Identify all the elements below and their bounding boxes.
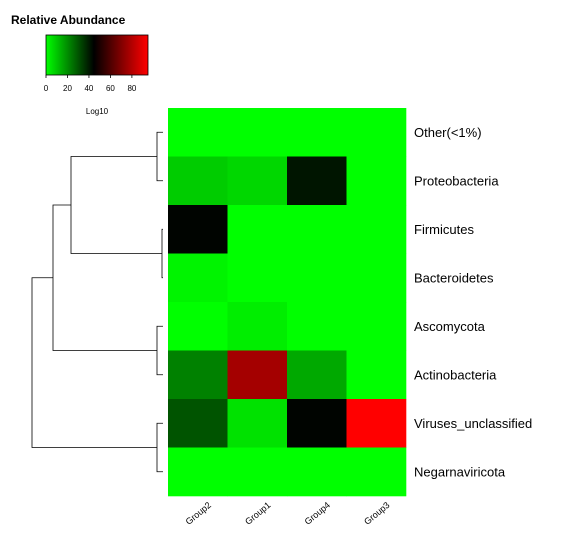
heatmap-cell xyxy=(287,447,347,497)
dendrogram-branch xyxy=(31,277,157,448)
row-label: Proteobacteria xyxy=(414,173,499,188)
legend-tick-label: 40 xyxy=(84,84,93,93)
heatmap-cell xyxy=(227,253,288,303)
column-label: Group3 xyxy=(362,500,391,527)
row-label: Viruses_unclassified xyxy=(414,416,532,431)
row-label: Other(<1%) xyxy=(414,125,482,140)
legend-title: Relative Abundance xyxy=(11,13,126,27)
legend-tick-label: 80 xyxy=(127,84,136,93)
heatmap-cell xyxy=(346,108,407,157)
heatmap-cell xyxy=(227,108,288,157)
heatmap-cell xyxy=(287,156,347,206)
heatmap-cell xyxy=(168,350,228,400)
column-label: Group4 xyxy=(303,500,332,527)
heatmap-cell xyxy=(287,253,347,303)
column-label: Group2 xyxy=(184,500,213,527)
dendrogram-branch xyxy=(52,204,157,351)
heatmap-cell xyxy=(346,447,407,497)
heatmap-cell xyxy=(168,108,228,157)
legend-tick-label: 20 xyxy=(63,84,72,93)
row-label: Ascomycota xyxy=(414,319,486,334)
legend-colorbar xyxy=(45,34,149,76)
dendrogram-branch xyxy=(70,156,162,254)
row-dendrogram xyxy=(31,131,163,473)
heatmap-cell xyxy=(346,302,407,351)
heatmap-cell xyxy=(168,302,228,351)
heatmap-cell xyxy=(346,156,407,206)
heatmap-cell xyxy=(346,253,407,303)
heatmap-cell xyxy=(287,350,347,400)
heatmap-cell xyxy=(287,205,347,254)
dendrogram-branch xyxy=(156,325,163,376)
heatmap-cell xyxy=(346,205,407,254)
heatmap-cell xyxy=(168,253,228,303)
heatmap-cell xyxy=(168,156,228,206)
heatmap-cell xyxy=(287,108,347,157)
heatmap-cells xyxy=(168,108,407,497)
heatmap-cell xyxy=(287,399,347,448)
row-label: Actinobacteria xyxy=(414,367,497,382)
heatmap-cell xyxy=(287,302,347,351)
heatmap-cell xyxy=(227,447,288,497)
heatmap-cell xyxy=(346,350,407,400)
legend-axis-label: Log10 xyxy=(86,107,109,116)
column-label: Group1 xyxy=(243,500,272,527)
dendrogram-branch xyxy=(156,131,163,182)
dendrogram-branch xyxy=(156,422,163,473)
legend-tick-label: 60 xyxy=(106,84,115,93)
heatmap-cell xyxy=(168,399,228,448)
heatmap-cell xyxy=(227,156,288,206)
heatmap-cell xyxy=(227,350,288,400)
heatmap-cell xyxy=(168,205,228,254)
heatmap-cell xyxy=(227,302,288,351)
heatmap-cell xyxy=(227,399,288,448)
row-label: Bacteroidetes xyxy=(414,270,494,285)
heatmap-cell xyxy=(346,399,407,448)
legend-tick-label: 0 xyxy=(44,84,49,93)
row-label: Firmicutes xyxy=(414,222,474,237)
dendrogram-branch xyxy=(161,228,163,279)
row-label: Negarnaviricota xyxy=(414,464,506,479)
heatmap-cell xyxy=(227,205,288,254)
heatmap-cell xyxy=(168,447,228,497)
